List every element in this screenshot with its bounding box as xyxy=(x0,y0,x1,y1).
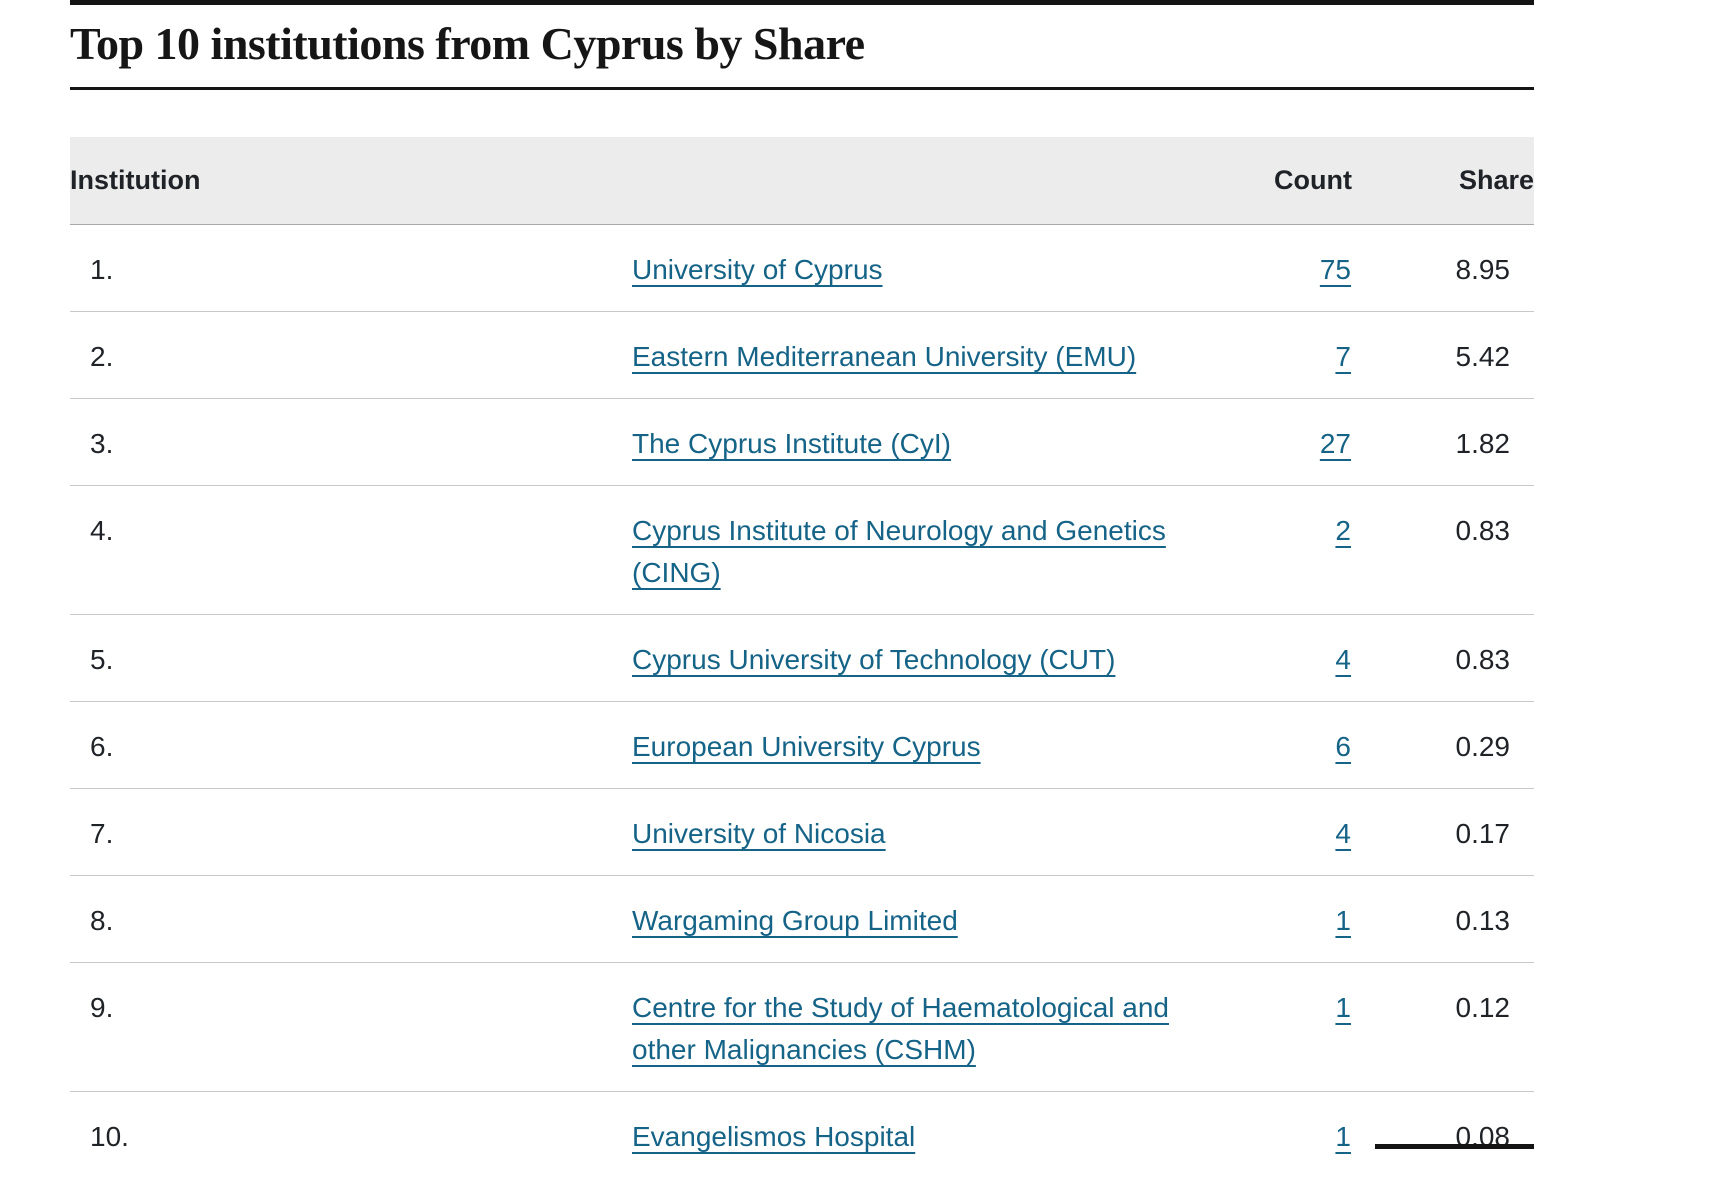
count-link[interactable]: 6 xyxy=(1335,731,1351,762)
institution-link[interactable]: Centre for the Study of Haematological a… xyxy=(632,987,1191,1071)
share-value: 0.13 xyxy=(1352,876,1534,963)
row-rank: 7. xyxy=(70,789,631,876)
share-value: 0.12 xyxy=(1352,963,1534,1092)
row-rank: 6. xyxy=(70,702,631,789)
row-rank: 5. xyxy=(70,615,631,702)
table-row: 1. University of Cyprus 75 8.95 xyxy=(70,225,1534,312)
count-link[interactable]: 75 xyxy=(1320,254,1351,285)
institution-link[interactable]: Wargaming Group Limited xyxy=(632,900,958,942)
page-title: Top 10 institutions from Cyprus by Share xyxy=(70,15,1534,73)
table-row: 4. Cyprus Institute of Neurology and Gen… xyxy=(70,486,1534,615)
count-link[interactable]: 1 xyxy=(1335,992,1351,1023)
institution-link[interactable]: Evangelismos Hospital xyxy=(632,1116,915,1158)
table-row: 10. Evangelismos Hospital 1 0.08 xyxy=(70,1092,1534,1178)
institutions-table: Institution Count Share 1. University of… xyxy=(70,137,1534,1178)
row-rank: 2. xyxy=(70,312,631,399)
institution-link[interactable]: University of Cyprus xyxy=(632,249,883,291)
count-link[interactable]: 4 xyxy=(1335,644,1351,675)
share-value: 0.83 xyxy=(1352,486,1534,615)
table-row: 3. The Cyprus Institute (CyI) 27 1.82 xyxy=(70,399,1534,486)
row-rank: 1. xyxy=(70,225,631,312)
share-value: 0.83 xyxy=(1352,615,1534,702)
col-header-institution: Institution xyxy=(70,137,1192,225)
institution-link[interactable]: University of Nicosia xyxy=(632,813,886,855)
count-link[interactable]: 4 xyxy=(1335,818,1351,849)
table-row: 2. Eastern Mediterranean University (EMU… xyxy=(70,312,1534,399)
institution-link[interactable]: Cyprus University of Technology (CUT) xyxy=(632,639,1115,681)
table-row: 8. Wargaming Group Limited 1 0.13 xyxy=(70,876,1534,963)
share-value: 0.08 xyxy=(1352,1092,1534,1178)
row-rank: 10. xyxy=(70,1092,631,1178)
table-row: 5. Cyprus University of Technology (CUT)… xyxy=(70,615,1534,702)
count-link[interactable]: 1 xyxy=(1335,905,1351,936)
table-row: 9. Centre for the Study of Haematologica… xyxy=(70,963,1534,1092)
table-row: 6. European University Cyprus 6 0.29 xyxy=(70,702,1534,789)
title-top-rule xyxy=(70,0,1534,5)
share-value: 1.82 xyxy=(1352,399,1534,486)
col-header-share: Share xyxy=(1352,137,1534,225)
institution-link[interactable]: Eastern Mediterranean University (EMU) xyxy=(632,336,1136,378)
count-link[interactable]: 27 xyxy=(1320,428,1351,459)
title-bottom-rule xyxy=(70,87,1534,90)
header-row: Institution Count Share xyxy=(70,137,1534,225)
share-value: 0.17 xyxy=(1352,789,1534,876)
main-content: Top 10 institutions from Cyprus by Share… xyxy=(70,0,1534,1178)
count-link[interactable]: 2 xyxy=(1335,515,1351,546)
count-link[interactable]: 7 xyxy=(1335,341,1351,372)
row-rank: 4. xyxy=(70,486,631,615)
share-value: 5.42 xyxy=(1352,312,1534,399)
row-rank: 8. xyxy=(70,876,631,963)
institution-link[interactable]: The Cyprus Institute (CyI) xyxy=(632,423,951,465)
share-value: 8.95 xyxy=(1352,225,1534,312)
share-value: 0.29 xyxy=(1352,702,1534,789)
institution-link[interactable]: European University Cyprus xyxy=(632,726,981,768)
table-header: Institution Count Share xyxy=(70,137,1534,225)
row-rank: 9. xyxy=(70,963,631,1092)
table-row: 7. University of Nicosia 4 0.17 xyxy=(70,789,1534,876)
institution-link[interactable]: Cyprus Institute of Neurology and Geneti… xyxy=(632,510,1191,594)
col-header-count: Count xyxy=(1192,137,1352,225)
count-link[interactable]: 1 xyxy=(1335,1121,1351,1152)
row-rank: 3. xyxy=(70,399,631,486)
next-section-top-rule-partial xyxy=(1375,1144,1534,1149)
